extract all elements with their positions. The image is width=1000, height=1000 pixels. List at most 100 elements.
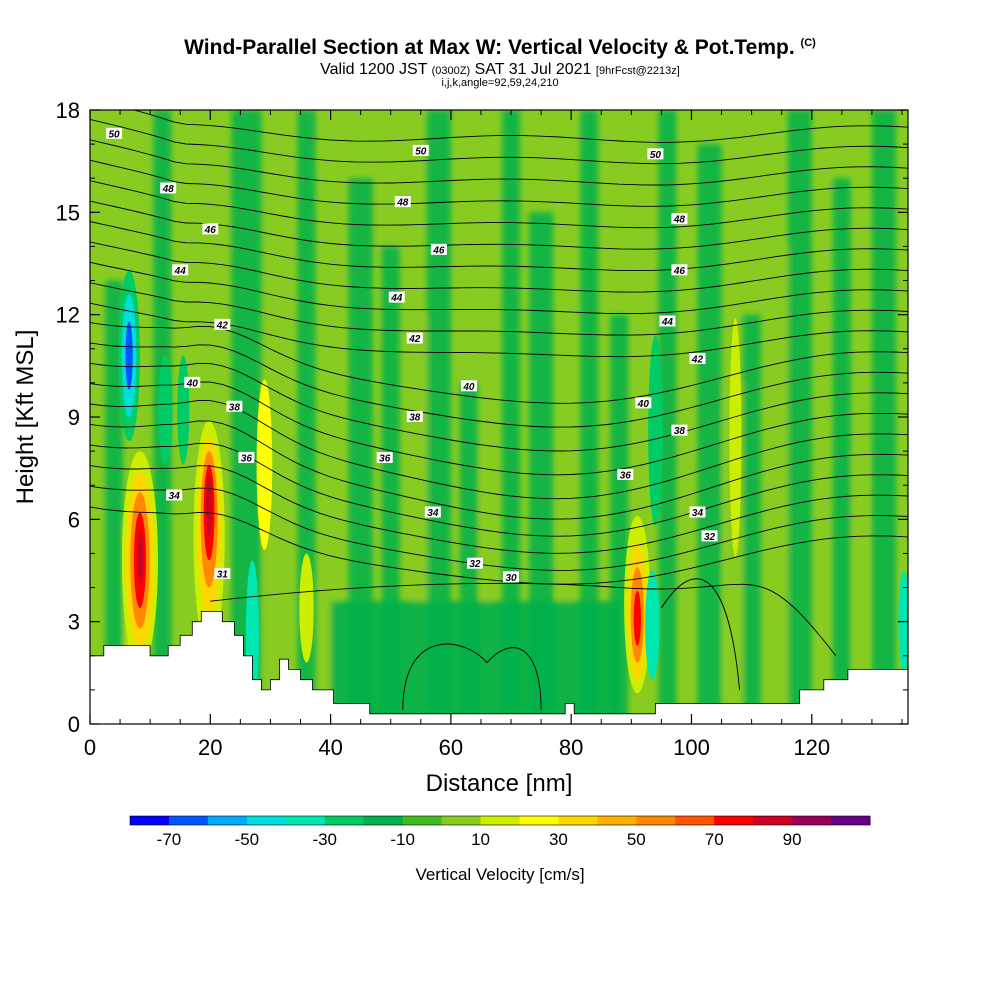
chart-title: Wind-Parallel Section at Max W: Vertical… [0,36,1000,60]
theta-contours [90,110,908,711]
contour-label-bg [701,530,718,542]
colorbar-swatch [130,816,170,825]
contour-label: 50 [647,148,664,161]
colorbar-swatch [519,816,559,825]
contour-label: 42 [689,353,706,366]
x-tick-label: 60 [439,735,463,760]
colorbar-swatch [636,816,676,825]
valid-time: Valid 1200 JST [320,61,428,78]
contour-label-bg [671,424,688,436]
velocity-cell [137,529,144,585]
velocity-cell [645,570,660,680]
contour-label-bg [412,144,429,156]
contour-label: 38 [406,411,423,424]
theta-contour [90,485,908,571]
contour-label-text: 46 [432,245,445,256]
y-tick-label: 18 [56,98,80,123]
x-tick-label: 40 [318,735,342,760]
contour-label-text: 44 [174,266,187,277]
contour-label: 40 [184,376,201,389]
velocity-band [871,110,896,724]
contour-label: 36 [238,451,255,464]
velocity-band [787,110,812,724]
contour-label-text: 40 [186,378,199,389]
colorbar-swatch [480,816,520,825]
velocity-band [832,178,851,724]
velocity-cells [118,270,908,711]
y-tick-label: 9 [68,405,80,430]
contour-label: 50 [412,144,429,157]
colorbar-swatch [324,816,365,825]
chart-subtitle: Valid 1200 JST (0300Z) SAT 31 Jul 2021 [… [0,61,1000,79]
contour-label: 46 [430,243,447,256]
velocity-cell [729,318,742,557]
theta-contour [90,420,908,520]
contour-label-text: 50 [650,150,662,161]
contour-label: 44 [172,264,189,277]
contour-label: 38 [671,424,688,437]
contour-label-bg [226,400,243,412]
theta-contour [90,342,908,428]
contour-label-text: 36 [241,453,253,464]
colorbar-tick-label: -50 [235,830,260,849]
colorbar-tick-label: -30 [312,830,337,849]
theta-contour [90,221,908,272]
theta-contour [210,582,837,657]
theta-contour [90,381,908,476]
theta-contour [90,180,908,229]
contour-label-text: 50 [415,146,427,157]
colorbar-swatch [714,816,754,825]
colorbar-swatch [558,816,598,825]
contour-label-text: 46 [673,266,686,277]
colorbar-tick-label: 30 [549,830,568,849]
contour-label-text: 42 [691,355,704,366]
velocity-cell [157,355,173,465]
theta-contour [90,506,908,585]
contour-label-text: 32 [469,559,481,570]
y-tick-label: 0 [68,712,80,737]
chart-title-unit: (C) [800,37,816,49]
x-tick-label: 20 [198,735,222,760]
contour-label-bg [376,451,393,463]
contour-label-text: 42 [408,334,421,345]
contour-label-bg [635,397,652,409]
contour-label-bg [503,571,520,583]
contour-label: 36 [376,451,393,464]
contour-label-bg [394,196,411,208]
contour-label-bg [647,148,664,160]
contour-label-text: 50 [108,129,120,140]
velocity-band [105,280,124,724]
contour-label: 30 [503,571,520,584]
colorbar-tick-label: 10 [471,830,490,849]
valid-utc: (0300Z) [431,65,471,77]
theta-contour [90,362,908,452]
theta-contour [90,241,908,293]
theta-contour [90,261,908,315]
colorbar-swatch [597,816,637,825]
colorbar-swatch [402,816,443,825]
colorbar-tick-label: -70 [157,830,182,849]
theta-contour [90,118,908,165]
colorbar-label: Vertical Velocity [cm/s] [415,865,584,884]
contour-label-bg [466,557,483,569]
colorbar-swatch [441,816,482,825]
contour-label-bg [424,506,441,518]
contour-label: 32 [701,530,718,543]
contour-label-text: 42 [216,320,229,331]
contour-label-bg [406,332,423,344]
valid-date: SAT 31 Jul 2021 [474,61,592,78]
x-axis-label: Distance [nm] [426,770,573,797]
velocity-band [502,110,521,724]
theta-contour [132,110,908,143]
x-tick-label: 120 [793,735,830,760]
grid-indices: i,j,k,angle=92,59,24,210 [441,77,559,89]
contour-label: 36 [617,468,634,481]
contour-label-text: 34 [692,508,704,519]
theta-contour [90,465,908,554]
contour-labels: 30 31 32 32 34 34 34 36 36 36 38 38 38 40 40 40 42 42 42 44… [106,127,718,584]
contour-label-bg [184,376,201,388]
colorbar-tick-label: 90 [783,830,802,849]
colorbar-swatch [792,816,832,825]
contour-label-bg [214,567,231,579]
